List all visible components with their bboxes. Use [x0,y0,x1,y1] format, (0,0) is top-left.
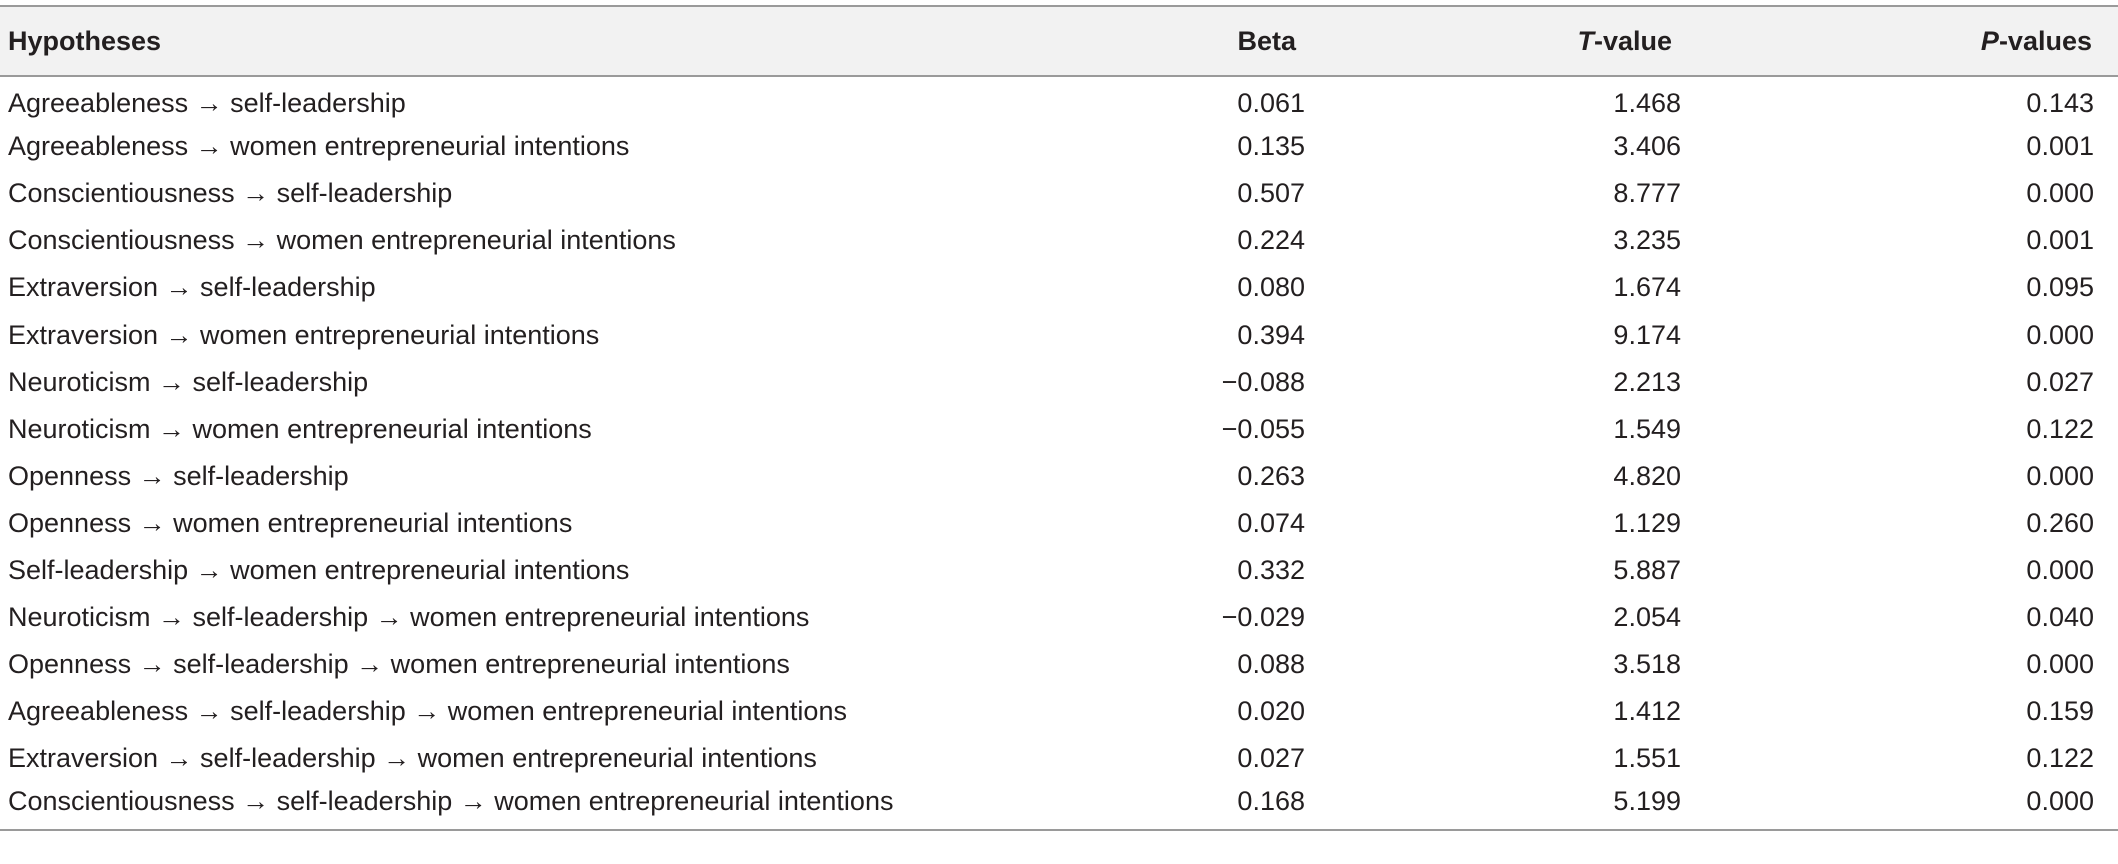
header-beta: Beta [1237,25,1296,56]
cell-p-value: 0.000 [2026,649,2094,680]
cell-t-value: 5.199 [1613,785,1681,816]
cell-beta: −0.029 [1221,602,1305,633]
cell-hypothesis: Agreeableness → self-leadership [8,87,406,118]
cell-beta: 0.088 [1237,649,1305,680]
cell-hypothesis: Extraversion → self-leadership → women e… [8,743,817,774]
cell-p-value: 0.000 [2026,785,2094,816]
table-row: Conscientiousness → women entrepreneuria… [0,217,2118,264]
table-row: Openness → women entrepreneurial intenti… [0,500,2118,547]
header-hypotheses: Hypotheses [8,25,162,56]
header-p-suffix: -values [1998,25,2092,56]
cell-beta: 0.332 [1237,554,1305,585]
cell-p-value: 0.122 [2026,743,2094,774]
cell-beta: 0.074 [1237,507,1305,538]
table-row: Self-leadership → women entrepreneurial … [0,547,2118,594]
cell-hypothesis: Neuroticism → self-leadership [8,366,369,397]
cell-t-value: 1.468 [1613,87,1681,118]
header-row: Hypotheses Beta T-value P-values [0,6,2118,76]
table-header: Hypotheses Beta T-value P-values [0,6,2118,76]
table-row: Extraversion → women entrepreneurial int… [0,311,2118,358]
cell-t-value: 1.129 [1613,507,1681,538]
cell-hypothesis: Agreeableness → self-leadership → women … [8,696,847,727]
cell-p-value: 0.027 [2026,366,2094,397]
cell-hypothesis: Openness → self-leadership [8,460,349,491]
cell-t-value: 3.518 [1613,649,1681,680]
cell-beta: 0.168 [1237,785,1305,816]
cell-t-value: 1.674 [1613,272,1681,303]
hypotheses-results-table: Hypotheses Beta T-value P-values Agreeab… [0,5,2118,831]
cell-hypothesis: Extraversion → women entrepreneurial int… [8,319,600,350]
table-row: Neuroticism → self-leadership → women en… [0,594,2118,641]
cell-p-value: 0.095 [2026,272,2094,303]
cell-beta: 0.263 [1237,460,1305,491]
cell-t-value: 2.213 [1613,366,1681,397]
cell-p-value: 0.122 [2026,413,2094,444]
table-row: Conscientiousness → self-leadership 0.507… [0,170,2118,217]
table-row: Neuroticism → self-leadership −0.088 2.213… [0,359,2118,406]
cell-beta: 0.080 [1237,272,1305,303]
cell-hypothesis: Conscientiousness → women entrepreneuria… [8,225,676,256]
cell-beta: 0.061 [1237,87,1305,118]
cell-hypothesis: Neuroticism → women entrepreneurial inte… [8,413,592,444]
table-row: Extraversion → self-leadership → women e… [0,735,2118,782]
cell-t-value: 4.820 [1613,460,1681,491]
cell-p-value: 0.001 [2026,225,2094,256]
cell-hypothesis: Conscientiousness → self-leadership [8,178,453,209]
cell-t-value: 9.174 [1613,319,1681,350]
cell-beta: 0.507 [1237,178,1305,209]
table-row: Openness → self-leadership → women entre… [0,641,2118,688]
cell-t-value: 1.551 [1613,743,1681,774]
cell-beta: 0.135 [1237,131,1305,162]
header-t-value: T-value [1305,6,1685,76]
cell-t-value: 5.887 [1613,554,1681,585]
cell-t-value: 1.412 [1613,696,1681,727]
cell-t-value: 1.549 [1613,413,1681,444]
cell-p-value: 0.000 [2026,554,2094,585]
table-row: Agreeableness → women entrepreneurial in… [0,123,2118,170]
cell-beta: 0.224 [1237,225,1305,256]
cell-p-value: 0.159 [2026,696,2094,727]
cell-p-value: 0.040 [2026,602,2094,633]
cell-t-value: 8.777 [1613,178,1681,209]
cell-t-value: 2.054 [1613,602,1681,633]
table-row: Openness → self-leadership 0.263 4.820 0.00… [0,453,2118,500]
cell-beta: −0.088 [1221,366,1305,397]
cell-p-value: 0.260 [2026,507,2094,538]
table-row: Neuroticism → women entrepreneurial inte… [0,406,2118,453]
cell-hypothesis: Agreeableness → women entrepreneurial in… [8,131,630,162]
cell-p-value: 0.000 [2026,178,2094,209]
header-p-values: P-values [1685,6,2118,76]
cell-beta: −0.055 [1221,413,1305,444]
cell-beta: 0.394 [1237,319,1305,350]
header-t-suffix: -value [1593,25,1672,56]
table-row: Conscientiousness → self-leadership → wo… [0,782,2118,830]
cell-p-value: 0.143 [2026,87,2094,118]
cell-hypothesis: Neuroticism → self-leadership → women en… [8,602,810,633]
cell-t-value: 3.406 [1613,131,1681,162]
cell-p-value: 0.001 [2026,131,2094,162]
cell-t-value: 3.235 [1613,225,1681,256]
cell-p-value: 0.000 [2026,460,2094,491]
cell-hypothesis: Conscientiousness → self-leadership → wo… [8,785,894,816]
cell-hypothesis: Self-leadership → women entrepreneurial … [8,554,630,585]
cell-hypothesis: Openness → self-leadership → women entre… [8,649,790,680]
cell-beta: 0.027 [1237,743,1305,774]
table-row: Extraversion → self-leadership 0.080 1.674… [0,264,2118,311]
cell-hypothesis: Openness → women entrepreneurial intenti… [8,507,573,538]
cell-hypothesis: Extraversion → self-leadership [8,272,376,303]
table-row: Agreeableness → self-leadership → women … [0,688,2118,735]
header-p-prefix: P [1980,25,1999,56]
header-t-prefix: T [1577,25,1594,56]
cell-p-value: 0.000 [2026,319,2094,350]
table-body: Agreeableness → self-leadership 0.061 1.46… [0,76,2118,830]
cell-beta: 0.020 [1237,696,1305,727]
table-row: Agreeableness → self-leadership 0.061 1.46… [0,76,2118,123]
